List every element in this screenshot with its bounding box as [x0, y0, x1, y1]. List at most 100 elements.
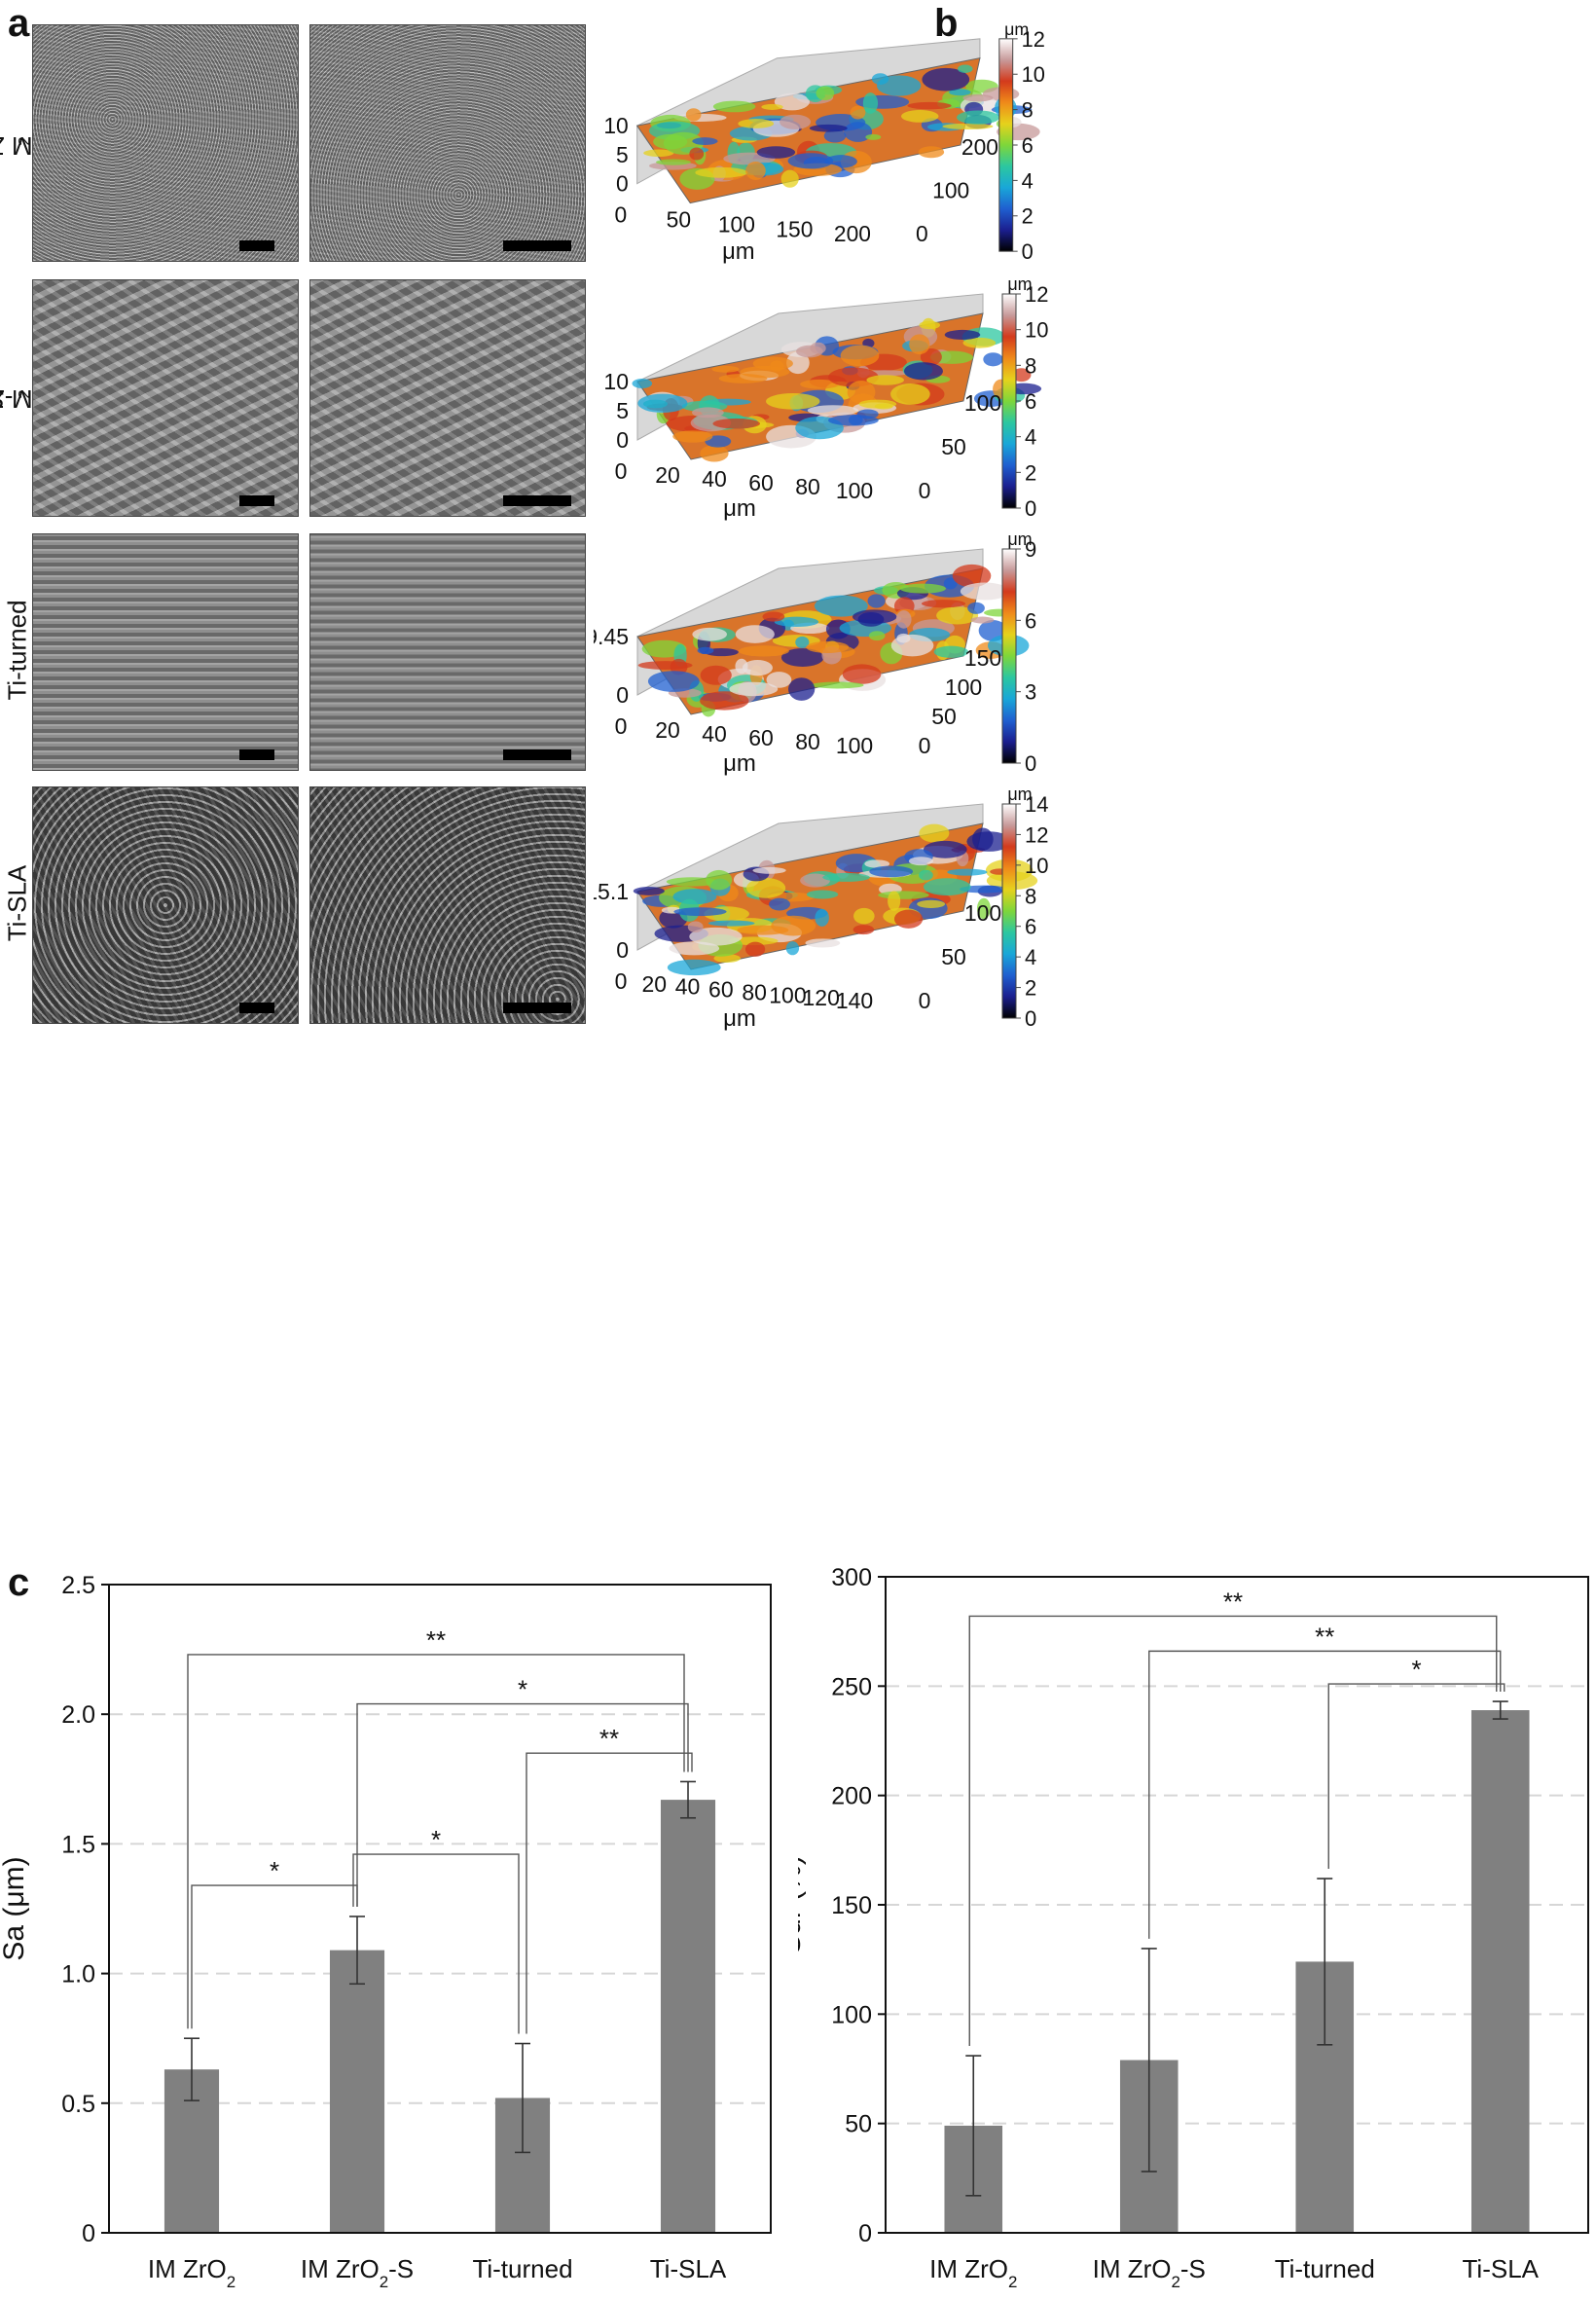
surface-patch [899, 583, 947, 594]
surface-patch [744, 941, 766, 957]
surface-plot-ti-sla: 15.10020406080100120140050100μmμm1412108… [594, 785, 1048, 1032]
scale-bar [239, 1003, 274, 1013]
surface-patch [976, 897, 991, 920]
scale-bar [239, 240, 274, 251]
y-tick-label: 200 [831, 1783, 872, 1810]
y-tick-label: 100 [831, 2001, 872, 2028]
y-tick-label: 2.5 [61, 1572, 95, 1599]
surface-patch [853, 907, 875, 925]
surface-patch [735, 625, 775, 643]
x-tick-label: 0 [615, 458, 628, 484]
z-tick-label: 10 [603, 369, 629, 394]
y-tick-label: 1.0 [61, 1961, 95, 1989]
surface-patch [865, 133, 882, 140]
x-tick-label: 100 [836, 733, 873, 758]
y-tick-label: 50 [845, 2111, 872, 2138]
surface-patch [780, 169, 799, 188]
scale-bar [503, 495, 571, 506]
surface-patch [917, 899, 946, 908]
x-tick-label: 140 [836, 988, 873, 1013]
surface-patch [756, 146, 796, 159]
y-tick-label: 100 [964, 390, 1001, 416]
surface-patch [822, 872, 870, 882]
x-tick-label: 40 [675, 974, 701, 1000]
colorbar-tick-label: 8 [1025, 884, 1036, 908]
y-tick-label: 0 [919, 478, 931, 503]
surface-patch [958, 64, 973, 74]
surface-patch [774, 616, 819, 627]
x-tick-label: 0 [615, 968, 628, 994]
significance-bracket [1148, 1650, 1502, 1939]
x-tick-label: 20 [641, 971, 667, 997]
surface-patch [769, 897, 791, 911]
surface-patch [761, 103, 783, 110]
surface-patch [695, 166, 748, 178]
scale-bar [503, 749, 571, 760]
z-tick-label: 5 [616, 398, 629, 423]
colorbar-tick-label: 3 [1025, 680, 1036, 705]
significance-bracket [356, 1702, 689, 1907]
surface-patch [920, 347, 942, 366]
x-tick-label: 80 [795, 729, 820, 754]
sem-image-ti-sla-high [309, 786, 586, 1024]
x-tick-label: 100 [718, 211, 755, 237]
surface-patch [806, 640, 850, 654]
axis-unit-label: μm [723, 495, 756, 522]
y-tick-label: 0 [858, 2220, 872, 2247]
colorbar-tick-label: 0 [1022, 239, 1034, 264]
significance-label: * [1411, 1655, 1421, 1684]
y-axis-title: Sdr (%) [798, 1855, 807, 1954]
surface-patch [632, 379, 653, 388]
colorbar [1001, 548, 1017, 764]
x-tick-label: 120 [803, 985, 840, 1010]
surface-patch [888, 891, 901, 911]
x-tick-label: 20 [655, 717, 680, 743]
surface-patch [900, 109, 939, 123]
x-tick-label: 50 [667, 206, 691, 232]
surface-patch [800, 379, 839, 389]
colorbar-unit: μm [1007, 274, 1032, 294]
surface-patch [918, 146, 945, 159]
x-tick-label: 200 [834, 221, 871, 246]
y-tick-label: 50 [941, 434, 966, 459]
surface-patch [700, 691, 749, 711]
surface-patch [890, 383, 930, 405]
colorbar [1001, 803, 1017, 1019]
x-tick-label: 60 [708, 977, 734, 1003]
y-tick-label: 250 [831, 1673, 872, 1700]
surface-patch [1011, 368, 1032, 383]
surface-patch [785, 941, 800, 956]
surface-patch [774, 92, 810, 111]
surface-patch [921, 600, 966, 608]
y-tick-label: 200 [961, 134, 998, 160]
significance-label: * [270, 1856, 279, 1885]
significance-label: * [518, 1675, 527, 1704]
x-tick-label: IM ZrO2 [148, 2254, 236, 2291]
panel-a-label: a [8, 2, 30, 45]
z-tick-label: 0 [616, 682, 629, 708]
surface-patch [908, 857, 933, 866]
surface-patch [737, 925, 789, 935]
surface-patch [766, 393, 820, 410]
colorbar-tick-label: 0 [1025, 751, 1036, 776]
surface-patch [788, 677, 816, 701]
surface-patch [805, 938, 841, 948]
surface-patch [653, 133, 688, 150]
surface-patch [947, 868, 988, 876]
colorbar-tick-label: 10 [1025, 854, 1048, 878]
colorbar-tick-label: 4 [1025, 425, 1036, 450]
significance-label: ** [1223, 1587, 1243, 1616]
y-tick-label: 0 [919, 988, 931, 1013]
surface-patch [816, 86, 835, 101]
z-tick-label: 9.45 [594, 624, 629, 649]
significance-bracket [1327, 1683, 1505, 1870]
z-tick-label: 0 [616, 427, 629, 453]
surface-patch [842, 664, 882, 684]
z-tick-label: 10 [603, 113, 628, 138]
y-tick-label: 50 [941, 944, 966, 969]
colorbar-tick-label: 0 [1025, 496, 1036, 521]
sa-bar-chart: 0 0.5 1.0 1.5 2.0 2.5 IM ZrO2 IM ZrO2-S Ti-turne… [0, 1572, 772, 2291]
panel-c-label: c [8, 1561, 30, 1604]
